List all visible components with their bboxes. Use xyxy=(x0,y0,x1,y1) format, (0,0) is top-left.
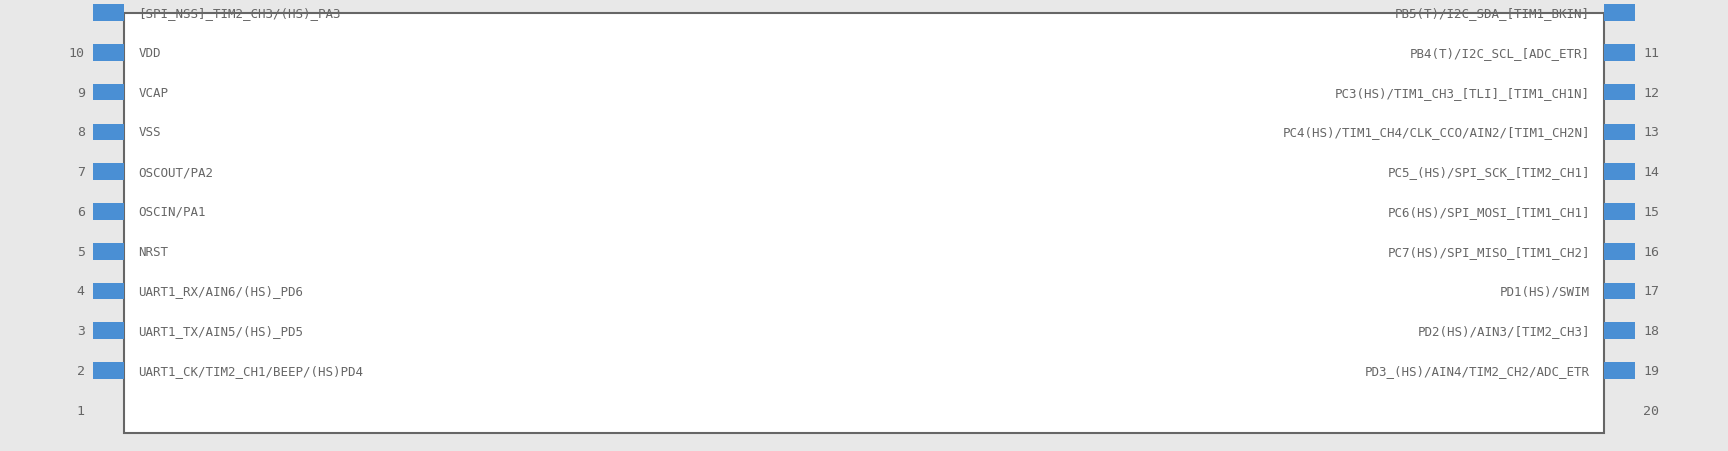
Text: 2: 2 xyxy=(76,364,85,377)
Text: VDD: VDD xyxy=(138,47,161,60)
Text: 20: 20 xyxy=(1643,404,1659,417)
Text: PB5(T)/I2C_SDA_[TIM1_BKIN]: PB5(T)/I2C_SDA_[TIM1_BKIN] xyxy=(1394,7,1590,20)
Text: UART1_CK/TIM2_CH1/BEEP/(HS)PD4: UART1_CK/TIM2_CH1/BEEP/(HS)PD4 xyxy=(138,364,363,377)
Text: PD2(HS)/AIN3/[TIM2_CH3]: PD2(HS)/AIN3/[TIM2_CH3] xyxy=(1417,325,1590,337)
Text: 18: 18 xyxy=(1643,325,1659,337)
Text: 7: 7 xyxy=(76,166,85,179)
Bar xyxy=(93,363,124,379)
Bar xyxy=(1604,5,1635,22)
Text: 6: 6 xyxy=(76,206,85,218)
Text: 15: 15 xyxy=(1643,206,1659,218)
Text: PC7(HS)/SPI_MISO_[TIM1_CH2]: PC7(HS)/SPI_MISO_[TIM1_CH2] xyxy=(1388,245,1590,258)
Bar xyxy=(93,283,124,299)
Text: OSCOUT/PA2: OSCOUT/PA2 xyxy=(138,166,213,179)
Text: 14: 14 xyxy=(1643,166,1659,179)
Text: 19: 19 xyxy=(1643,364,1659,377)
Text: 13: 13 xyxy=(1643,126,1659,139)
Bar xyxy=(1604,85,1635,101)
Text: VSS: VSS xyxy=(138,126,161,139)
Text: UART1_RX/AIN6/(HS)_PD6: UART1_RX/AIN6/(HS)_PD6 xyxy=(138,285,302,298)
Text: 12: 12 xyxy=(1643,87,1659,99)
Bar xyxy=(93,164,124,180)
Text: 9: 9 xyxy=(76,87,85,99)
Text: PD1(HS)/SWIM: PD1(HS)/SWIM xyxy=(1500,285,1590,298)
Text: PC6(HS)/SPI_MOSI_[TIM1_CH1]: PC6(HS)/SPI_MOSI_[TIM1_CH1] xyxy=(1388,206,1590,218)
Bar xyxy=(93,244,124,260)
Text: PB4(T)/I2C_SCL_[ADC_ETR]: PB4(T)/I2C_SCL_[ADC_ETR] xyxy=(1410,47,1590,60)
Text: 5: 5 xyxy=(76,245,85,258)
Bar xyxy=(1604,244,1635,260)
Text: PC3(HS)/TIM1_CH3_[TLI]_[TIM1_CH1N]: PC3(HS)/TIM1_CH3_[TLI]_[TIM1_CH1N] xyxy=(1334,87,1590,99)
Bar xyxy=(1604,164,1635,180)
Text: 8: 8 xyxy=(76,126,85,139)
Bar xyxy=(1604,323,1635,339)
Text: 1: 1 xyxy=(76,404,85,417)
Text: OSCIN/PA1: OSCIN/PA1 xyxy=(138,206,206,218)
Text: UART1_TX/AIN5/(HS)_PD5: UART1_TX/AIN5/(HS)_PD5 xyxy=(138,325,302,337)
Bar xyxy=(1604,363,1635,379)
Bar xyxy=(93,323,124,339)
Bar xyxy=(1604,283,1635,299)
Text: 11: 11 xyxy=(1643,47,1659,60)
Text: 17: 17 xyxy=(1643,285,1659,298)
Text: PC5_(HS)/SPI_SCK_[TIM2_CH1]: PC5_(HS)/SPI_SCK_[TIM2_CH1] xyxy=(1388,166,1590,179)
Bar xyxy=(124,14,1604,433)
Text: VCAP: VCAP xyxy=(138,87,168,99)
Text: 4: 4 xyxy=(76,285,85,298)
Bar xyxy=(1604,45,1635,61)
Bar xyxy=(93,204,124,220)
Bar xyxy=(93,5,124,22)
Text: NRST: NRST xyxy=(138,245,168,258)
Text: 16: 16 xyxy=(1643,245,1659,258)
Text: [SPI_NSS]_TIM2_CH3/(HS)_PA3: [SPI_NSS]_TIM2_CH3/(HS)_PA3 xyxy=(138,7,340,20)
Text: PC4(HS)/TIM1_CH4/CLK_CCO/AIN2/[TIM1_CH2N]: PC4(HS)/TIM1_CH4/CLK_CCO/AIN2/[TIM1_CH2N… xyxy=(1282,126,1590,139)
Bar xyxy=(93,45,124,61)
Bar xyxy=(1604,124,1635,141)
Bar xyxy=(93,85,124,101)
Text: 10: 10 xyxy=(69,47,85,60)
Text: PD3_(HS)/AIN4/TIM2_CH2/ADC_ETR: PD3_(HS)/AIN4/TIM2_CH2/ADC_ETR xyxy=(1365,364,1590,377)
Bar xyxy=(1604,204,1635,220)
Bar xyxy=(93,124,124,141)
Text: 3: 3 xyxy=(76,325,85,337)
